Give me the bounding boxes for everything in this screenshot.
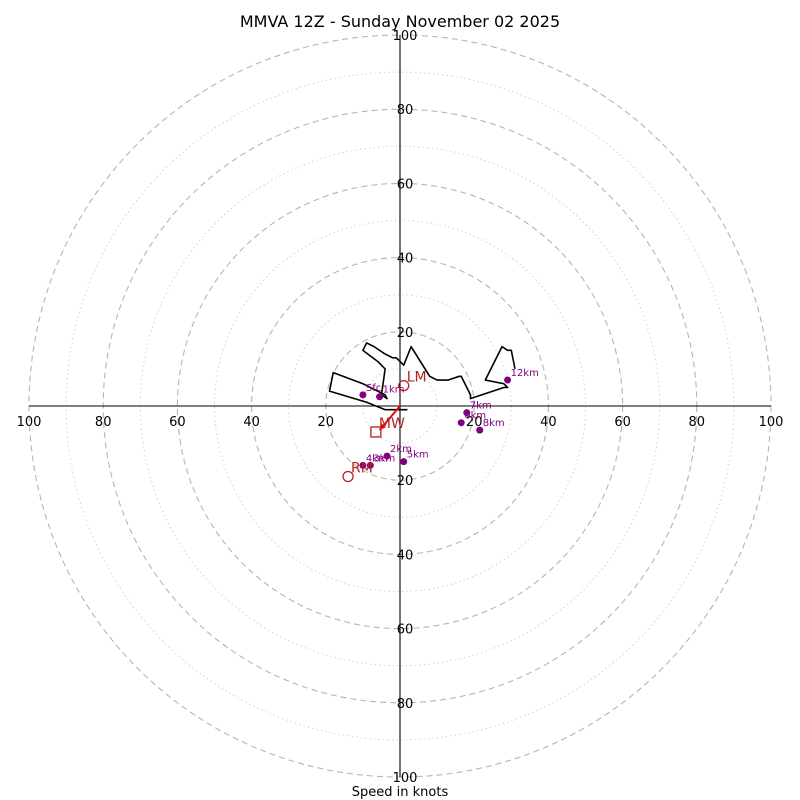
hodograph-line [328,342,516,411]
height-marker-point [359,391,367,399]
tick-labels: 100 80 60 40 20 20 40 60 80 100 100 80 60 40 20 20 40 60 8… [17,29,784,786]
x-tick-label: 40 [540,415,557,430]
height-marker-label: 12km [511,368,539,379]
height-marker-label: 3km [373,453,395,464]
height-marker-point [400,458,408,466]
y-tick-label: 80 [397,103,414,118]
motion-marker-lm [398,379,410,392]
x-tick-label: 20 [318,415,335,430]
x-tick-label: 40 [243,415,260,430]
height-marker-point [366,461,374,469]
motion-marker-mw [370,426,382,438]
height-marker-label: Sfc [366,383,381,394]
height-marker-point [476,426,484,434]
x-tick-label: 20 [466,415,483,430]
height-marker-label: 1km [383,385,405,396]
height-marker-label: 6km [464,411,486,422]
height-marker-label: 4km [366,453,388,464]
height-marker-point [504,376,512,384]
y-tick-label: 100 [393,29,418,44]
y-tick-label: 100 [393,771,418,786]
y-tick-label: 40 [397,252,414,267]
height-marker-point [383,452,391,460]
height-marker-label: 2km [390,444,412,455]
y-tick-label: 20 [397,326,414,341]
height-marker-point [457,419,465,427]
height-marker-point [376,393,384,401]
x-tick-label: 100 [759,415,784,430]
motion-marker-rm [342,470,354,483]
y-tick-label: 40 [397,548,414,563]
x-axis-label: Speed in knots [352,785,449,800]
height-marker-label: 7km [470,401,492,412]
motion-marker-label: RM [351,460,373,476]
x-tick-label: 80 [689,415,706,430]
series-layer [328,342,516,431]
x-tick-label: 60 [169,415,186,430]
y-tick-label: 20 [397,474,414,489]
x-tick-label: 80 [95,415,112,430]
chart-title: MMVA 12Z - Sunday November 02 2025 [240,12,560,31]
y-tick-label: 80 [397,697,414,712]
height-marker-point [359,461,367,469]
motion-marker-label: MW [379,416,405,432]
height-marker-label: 8km [483,418,505,429]
height-marker-label: 5km [407,450,429,461]
x-tick-label: 100 [17,415,42,430]
x-tick-label: 60 [614,415,631,430]
y-tick-label: 60 [397,623,414,638]
y-tick-label: 60 [397,177,414,192]
height-marker-point [463,409,471,417]
motion-marker-label: LM [407,370,427,386]
